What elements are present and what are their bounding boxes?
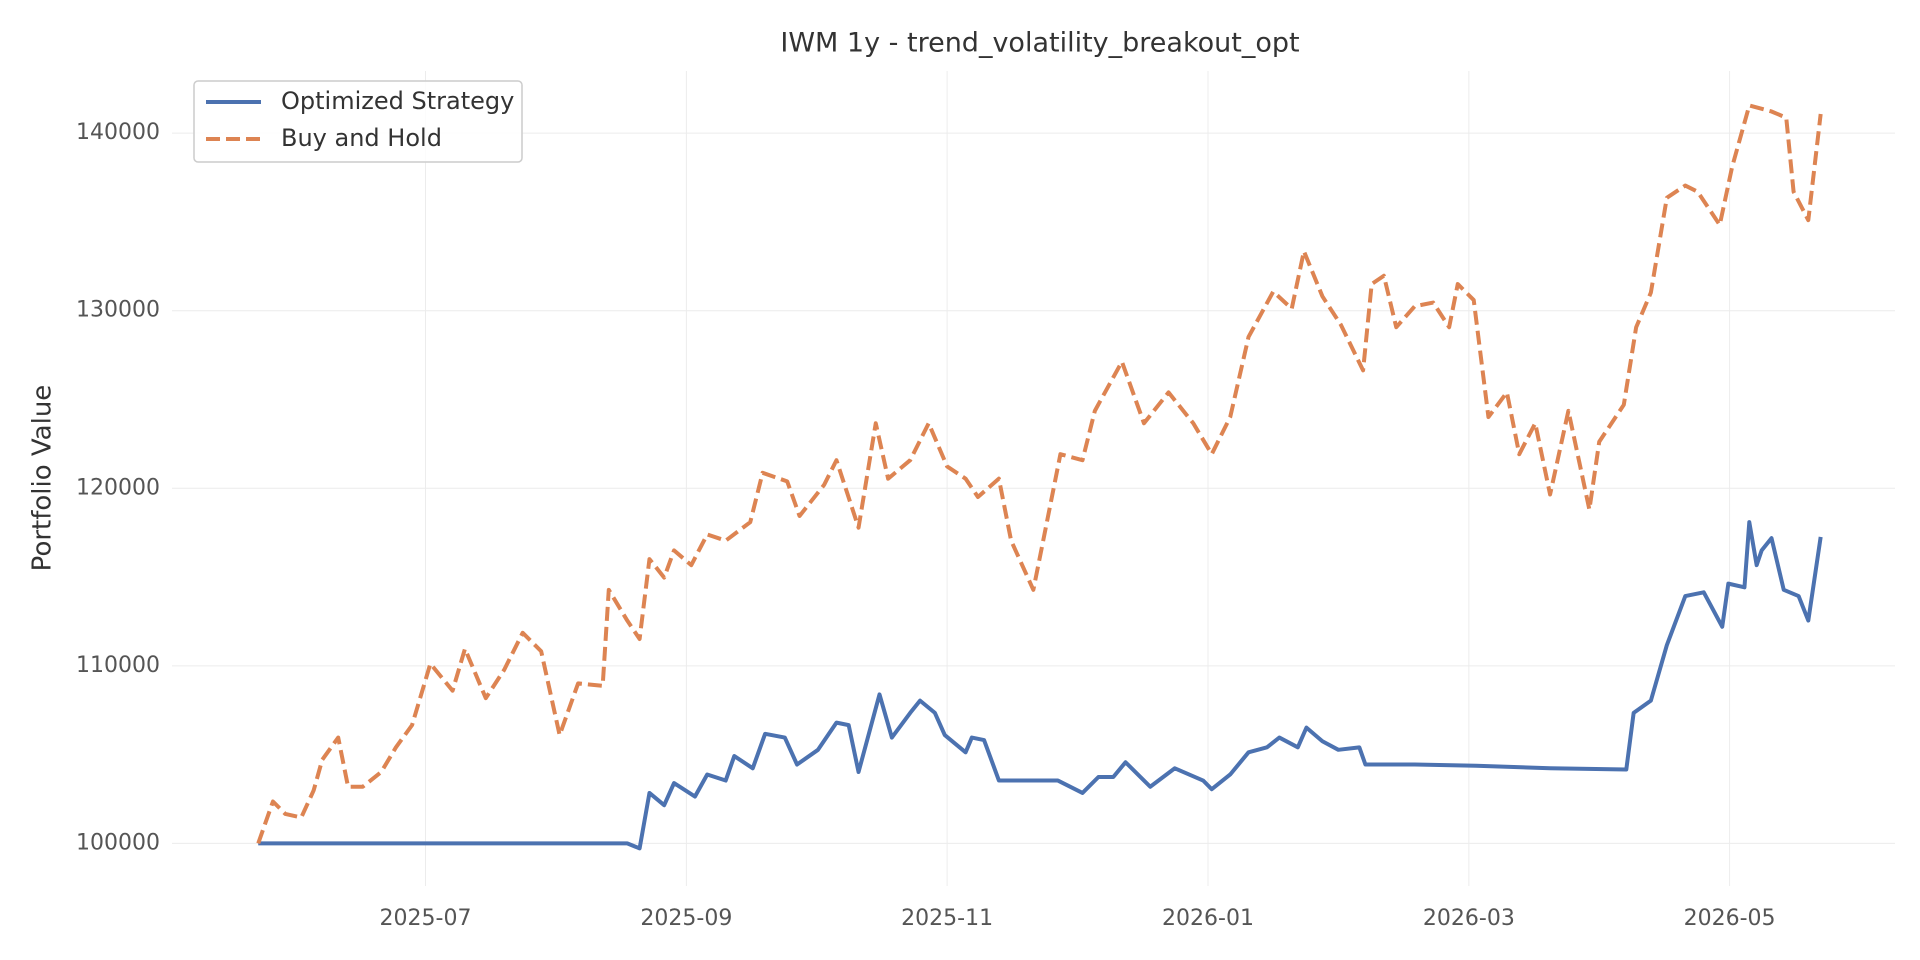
y-tick-label: 130000 [76,298,160,323]
legend: Optimized Strategy Buy and Hold [193,80,523,163]
legend-label: Optimized Strategy [281,87,514,115]
y-tick-label: 100000 [76,830,160,855]
y-tick-label: 120000 [76,475,160,500]
chart-title: IWM 1y - trend_volatility_breakout_opt [780,28,1299,59]
x-tick-label: 2025-07 [380,906,472,931]
legend-box [193,80,523,163]
y-tick-label: 140000 [76,120,160,145]
grid [172,71,1895,886]
x-tick-label: 2026-05 [1684,906,1776,931]
x-tick-label: 2025-11 [901,906,993,931]
series-line [258,520,1823,851]
legend-label: Buy and Hold [281,124,442,152]
x-tick-label: 2026-03 [1423,906,1515,931]
y-axis-label: Portfolio Value [28,385,58,572]
x-tick-label: 2025-09 [640,906,732,931]
y-tick-label: 110000 [76,653,160,678]
series-line [256,103,1823,845]
x-tick-label: 2026-01 [1162,906,1254,931]
